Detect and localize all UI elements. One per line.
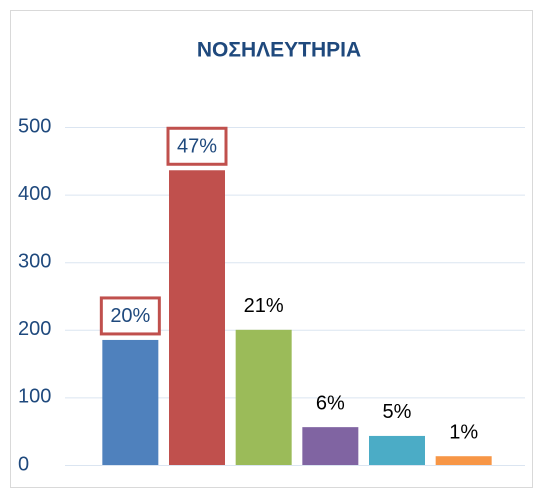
- y-tick-label: 500: [18, 115, 51, 137]
- chart-title: ΝΟΣΗΛΕΥΤΗΡΙΑ: [197, 39, 361, 62]
- bar: [435, 456, 492, 465]
- value-label: 6%: [316, 392, 345, 414]
- bar: [169, 170, 225, 465]
- value-label: 47%: [177, 136, 217, 158]
- y-tick-label: 0: [18, 453, 29, 475]
- bar: [302, 427, 359, 465]
- y-tick-label: 300: [18, 250, 51, 272]
- y-tick-label: 100: [18, 386, 51, 408]
- value-label: 20%: [110, 305, 150, 327]
- label-box: [166, 126, 228, 166]
- label-box: [99, 296, 161, 336]
- bar: [369, 435, 425, 465]
- value-label: 5%: [383, 401, 412, 423]
- y-tick-label: 200: [18, 318, 51, 340]
- bar: [235, 329, 292, 465]
- value-label: 1%: [449, 421, 478, 443]
- value-label: 21%: [244, 295, 284, 317]
- y-tick-label: 400: [18, 183, 51, 205]
- bar: [102, 339, 159, 465]
